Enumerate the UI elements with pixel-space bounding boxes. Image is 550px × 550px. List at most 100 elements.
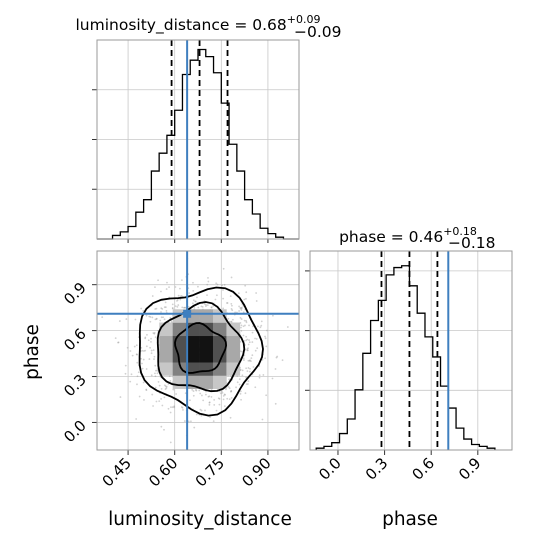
sample-point [208, 403, 211, 406]
sample-point [208, 395, 211, 398]
sample-point [236, 381, 239, 384]
sample-point [124, 372, 127, 375]
sample-point [171, 406, 174, 409]
sample-point [160, 311, 162, 313]
sample-point [126, 346, 129, 349]
sample-point [154, 372, 156, 375]
sample-point [252, 325, 254, 328]
sample-point [244, 324, 246, 327]
sample-point [221, 391, 224, 394]
sample-point [210, 306, 213, 309]
panel-phase-hist: 0.0 0.3 0.6 0.9 [305, 250, 513, 484]
sample-point [254, 337, 256, 340]
sample-point [221, 284, 224, 287]
sample-point [199, 392, 202, 395]
sample-point [136, 361, 139, 364]
ylabel-phase: phase [22, 324, 43, 380]
sample-point [160, 387, 163, 390]
sample-point [265, 394, 268, 397]
sample-point [254, 349, 257, 352]
sample-point [255, 292, 258, 294]
sample-point [195, 413, 198, 416]
sample-point [226, 302, 229, 304]
sample-point [238, 305, 240, 308]
sample-point [193, 426, 196, 429]
sample-point [169, 379, 172, 382]
sample-point [155, 369, 157, 372]
sample-point [251, 341, 254, 343]
sample-point [192, 394, 195, 397]
sample-point [195, 388, 197, 391]
sample-point [177, 294, 180, 297]
sample-point [154, 336, 157, 339]
sample-point [215, 282, 218, 285]
sample-point [188, 292, 191, 295]
sample-point [136, 353, 138, 356]
sample-point [145, 389, 148, 392]
sample-point [239, 368, 242, 371]
sample-point [223, 283, 226, 286]
sample-point [170, 320, 173, 323]
sample-point [240, 350, 243, 353]
sample-point [160, 425, 163, 428]
sample-point [256, 347, 259, 350]
histogram-luminosity-distance [97, 48, 299, 240]
sample-point [168, 286, 170, 289]
sample-point [240, 306, 243, 309]
sample-point [275, 356, 278, 359]
sample-point [176, 300, 178, 302]
sample-point [165, 385, 168, 388]
sample-point [231, 304, 233, 307]
sample-point [201, 394, 203, 397]
x-tick-label: 0.0 [315, 454, 345, 484]
x-tick-label: 0.45 [99, 454, 135, 490]
sample-point [222, 267, 225, 270]
sample-point [248, 370, 251, 373]
sample-point [151, 295, 154, 297]
sample-point [246, 338, 249, 341]
grid-luminosity-distance-hist [97, 40, 299, 243]
sample-point [145, 345, 148, 348]
sample-point [246, 348, 249, 351]
sample-point [200, 305, 203, 308]
sample-point [176, 306, 179, 308]
sample-point [245, 335, 248, 338]
contour-line [138, 286, 264, 417]
sample-point [166, 281, 168, 284]
sample-point [207, 395, 210, 398]
sample-point [164, 306, 167, 309]
sample-point [252, 366, 255, 368]
x-tick-label: 0.60 [145, 454, 181, 490]
sample-point [240, 329, 243, 332]
x-tick-label: 0.9 [455, 454, 485, 484]
sample-point [249, 360, 252, 363]
sample-point [222, 398, 225, 401]
density-cell [199, 362, 214, 376]
sample-point [213, 399, 216, 401]
sample-point [204, 393, 207, 396]
density-cell [186, 348, 200, 363]
sample-point [220, 392, 222, 395]
sample-point [216, 283, 219, 286]
sample-point [183, 306, 186, 309]
sample-point [101, 316, 104, 319]
sample-point [198, 389, 201, 392]
sample-point [194, 300, 197, 303]
sample-point [153, 331, 156, 334]
sample-point [258, 376, 261, 379]
sample-point [136, 383, 138, 386]
sample-point [179, 287, 181, 290]
sample-point [218, 403, 221, 406]
sample-point [239, 390, 242, 393]
sample-point [173, 405, 176, 408]
sample-point [142, 381, 145, 384]
sample-point [192, 281, 194, 284]
density-cell [159, 362, 174, 376]
sample-point [183, 420, 186, 422]
sample-point [230, 276, 233, 279]
sample-point [174, 305, 177, 308]
density-cell [172, 348, 187, 363]
sample-point [228, 378, 230, 381]
sample-point [171, 303, 174, 306]
sample-point [144, 349, 147, 352]
